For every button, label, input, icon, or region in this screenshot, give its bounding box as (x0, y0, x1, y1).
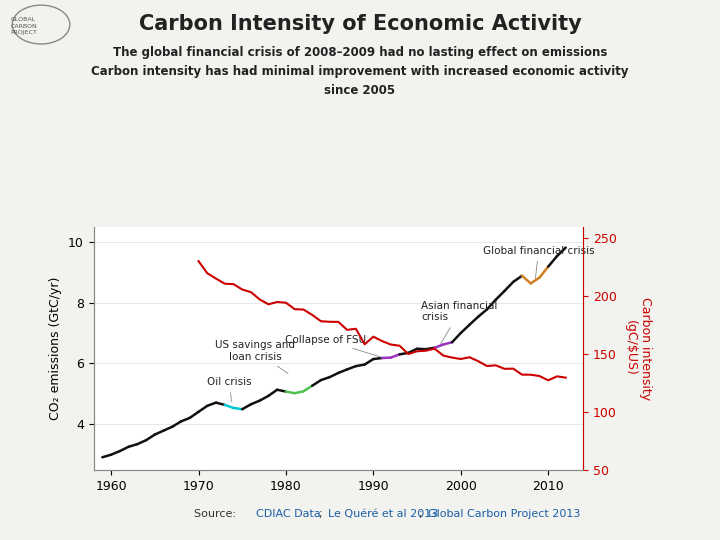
Text: GLOBAL
CARBON
PROJECT: GLOBAL CARBON PROJECT (11, 17, 37, 35)
Text: The global financial crisis of 2008–2009 had no lasting effect on emissions: The global financial crisis of 2008–2009… (113, 46, 607, 59)
Text: ;: ; (319, 509, 326, 519)
Text: CDIAC Data: CDIAC Data (256, 509, 320, 519)
Y-axis label: CO₂ emissions (GtC/yr): CO₂ emissions (GtC/yr) (50, 276, 63, 420)
Text: Asian financial
crisis: Asian financial crisis (421, 301, 498, 345)
Text: since 2005: since 2005 (325, 84, 395, 97)
Text: Carbon Intensity of Economic Activity: Carbon Intensity of Economic Activity (139, 14, 581, 33)
Text: US savings and
loan crisis: US savings and loan crisis (215, 340, 295, 374)
Text: Global financial crisis: Global financial crisis (482, 246, 594, 279)
Text: Global Carbon Project 2013: Global Carbon Project 2013 (428, 509, 580, 519)
Text: Le Quéré et al 2013: Le Quéré et al 2013 (328, 509, 438, 519)
Text: ;: ; (419, 509, 426, 519)
Text: Collapse of FSU: Collapse of FSU (284, 335, 381, 357)
Y-axis label: Carbon intensity
(gC/$US): Carbon intensity (gC/$US) (624, 297, 652, 400)
Text: Source:: Source: (194, 509, 240, 519)
Text: Carbon intensity has had minimal improvement with increased economic activity: Carbon intensity has had minimal improve… (91, 65, 629, 78)
Text: Oil crisis: Oil crisis (207, 377, 252, 402)
